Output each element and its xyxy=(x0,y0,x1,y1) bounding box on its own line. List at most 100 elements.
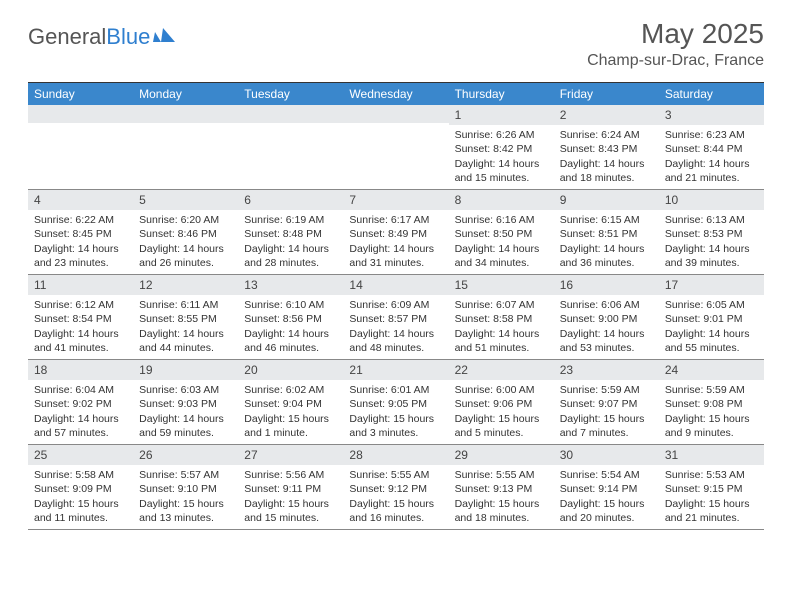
sunrise-line: Sunrise: 6:03 AM xyxy=(139,383,232,397)
sunset-line: Sunset: 9:02 PM xyxy=(34,397,127,411)
day-cell: 14Sunrise: 6:09 AMSunset: 8:57 PMDayligh… xyxy=(343,275,448,359)
daylight-line: Daylight: 14 hours and 18 minutes. xyxy=(560,157,653,185)
sunrise-line: Sunrise: 5:54 AM xyxy=(560,468,653,482)
sunrise-line: Sunrise: 6:23 AM xyxy=(665,128,758,142)
day-cell: 18Sunrise: 6:04 AMSunset: 9:02 PMDayligh… xyxy=(28,360,133,444)
day-cell: 13Sunrise: 6:10 AMSunset: 8:56 PMDayligh… xyxy=(238,275,343,359)
sunrise-line: Sunrise: 5:59 AM xyxy=(665,383,758,397)
day-body: Sunrise: 6:13 AMSunset: 8:53 PMDaylight:… xyxy=(659,210,764,274)
sunset-line: Sunset: 8:56 PM xyxy=(244,312,337,326)
weeks-container: 1 Sunrise: 6:26 AMSunset: 8:42 PM Daylight… xyxy=(28,105,764,530)
sunset-line: Sunset: 8:42 PM xyxy=(455,142,548,156)
sunset-line: Sunset: 8:58 PM xyxy=(455,312,548,326)
day-number xyxy=(238,105,343,123)
day-body: Sunrise: 6:02 AMSunset: 9:04 PMDaylight:… xyxy=(238,380,343,444)
day-cell xyxy=(238,105,343,189)
sunset-line: Sunset: 9:13 PM xyxy=(455,482,548,496)
daylight-line: Daylight: 15 hours and 5 minutes. xyxy=(455,412,548,440)
day-cell: 9Sunrise: 6:15 AMSunset: 8:51 PMDaylight… xyxy=(554,190,659,274)
day-body: Sunrise: 6:22 AMSunset: 8:45 PMDaylight:… xyxy=(28,210,133,274)
sunrise-line: Sunrise: 5:56 AM xyxy=(244,468,337,482)
location: Champ-sur-Drac, France xyxy=(587,52,764,70)
daylight-line: Daylight: 14 hours and 53 minutes. xyxy=(560,327,653,355)
sunset-line: Sunset: 8:54 PM xyxy=(34,312,127,326)
day-number: 5 xyxy=(133,190,238,210)
sunset-line: Sunset: 9:06 PM xyxy=(455,397,548,411)
day-number: 16 xyxy=(554,275,659,295)
day-cell: 16Sunrise: 6:06 AMSunset: 9:00 PMDayligh… xyxy=(554,275,659,359)
day-number: 19 xyxy=(133,360,238,380)
sunrise-line: Sunrise: 6:16 AM xyxy=(455,213,548,227)
day-number xyxy=(133,105,238,123)
daylight-line: Daylight: 14 hours and 55 minutes. xyxy=(665,327,758,355)
daylight-line: Daylight: 14 hours and 26 minutes. xyxy=(139,242,232,270)
day-number: 1 xyxy=(449,105,554,125)
day-cell: 17 Sunrise: 6:05 AMSunset: 9:01 PMDayligh… xyxy=(659,275,764,359)
day-cell xyxy=(343,105,448,189)
sunset-line: Sunset: 8:50 PM xyxy=(455,227,548,241)
sunset-line: Sunset: 9:07 PM xyxy=(560,397,653,411)
daylight-line: Daylight: 15 hours and 16 minutes. xyxy=(349,497,442,525)
day-number: 17 xyxy=(659,275,764,295)
sunset-line: Sunset: 8:43 PM xyxy=(560,142,653,156)
sunset-line: Sunset: 8:55 PM xyxy=(139,312,232,326)
calendar-grid: SundayMondayTuesdayWednesdayThursdayFrid… xyxy=(28,82,764,530)
title-block: May 2025 Champ-sur-Drac, France xyxy=(587,18,764,70)
day-cell: 10Sunrise: 6:13 AMSunset: 8:53 PMDayligh… xyxy=(659,190,764,274)
brand-part1: General xyxy=(28,24,106,50)
day-body: Sunrise: 6:11 AMSunset: 8:55 PMDaylight:… xyxy=(133,295,238,359)
day-body: Sunrise: 5:55 AMSunset: 9:12 PMDaylight:… xyxy=(343,465,448,529)
day-number: 2 xyxy=(554,105,659,125)
sunrise-line: Sunrise: 6:22 AM xyxy=(34,213,127,227)
sunrise-line: Sunrise: 6:00 AM xyxy=(455,383,548,397)
daylight-line: Daylight: 15 hours and 15 minutes. xyxy=(244,497,337,525)
day-body: Sunrise: 6:09 AMSunset: 8:57 PMDaylight:… xyxy=(343,295,448,359)
sunset-line: Sunset: 9:08 PM xyxy=(665,397,758,411)
day-number: 12 xyxy=(133,275,238,295)
week-row: 25Sunrise: 5:58 AMSunset: 9:09 PMDayligh… xyxy=(28,445,764,530)
sunrise-line: Sunrise: 6:17 AM xyxy=(349,213,442,227)
day-number: 3 xyxy=(659,105,764,125)
sunset-line: Sunset: 9:03 PM xyxy=(139,397,232,411)
sunrise-line: Sunrise: 6:11 AM xyxy=(139,298,232,312)
sunrise-line: Sunrise: 5:57 AM xyxy=(139,468,232,482)
day-cell: 20Sunrise: 6:02 AMSunset: 9:04 PMDayligh… xyxy=(238,360,343,444)
sunrise-line: Sunrise: 5:55 AM xyxy=(349,468,442,482)
daylight-line: Daylight: 14 hours and 57 minutes. xyxy=(34,412,127,440)
sunset-line: Sunset: 8:45 PM xyxy=(34,227,127,241)
day-body: Sunrise: 5:53 AMSunset: 9:15 PMDaylight:… xyxy=(659,465,764,529)
dow-monday: Monday xyxy=(133,83,238,105)
day-cell: 1Sunrise: 6:26 AMSunset: 8:42 PMDaylight… xyxy=(449,105,554,189)
sunrise-line: Sunrise: 6:05 AM xyxy=(665,298,758,312)
day-body: Sunrise: 6:04 AMSunset: 9:02 PMDaylight:… xyxy=(28,380,133,444)
day-body: Sunrise: 6:06 AMSunset: 9:00 PMDaylight:… xyxy=(554,295,659,359)
daylight-line: Daylight: 15 hours and 20 minutes. xyxy=(560,497,653,525)
day-body: Sunrise: 6:07 AMSunset: 8:58 PMDaylight:… xyxy=(449,295,554,359)
daylight-line: Daylight: 14 hours and 44 minutes. xyxy=(139,327,232,355)
sunset-line: Sunset: 9:05 PM xyxy=(349,397,442,411)
sunrise-line: Sunrise: 6:10 AM xyxy=(244,298,337,312)
day-number: 8 xyxy=(449,190,554,210)
sunrise-line: Sunrise: 6:07 AM xyxy=(455,298,548,312)
sunset-line: Sunset: 9:01 PM xyxy=(665,312,758,326)
day-number: 22 xyxy=(449,360,554,380)
brand-logo: GeneralBlue xyxy=(28,18,175,50)
day-body: Sunrise: 5:54 AMSunset: 9:14 PMDaylight:… xyxy=(554,465,659,529)
day-number xyxy=(28,105,133,123)
dow-saturday: Saturday xyxy=(659,83,764,105)
sunrise-line: Sunrise: 6:24 AM xyxy=(560,128,653,142)
day-body: Sunrise: 5:59 AMSunset: 9:07 PMDaylight:… xyxy=(554,380,659,444)
day-cell: 19Sunrise: 6:03 AMSunset: 9:03 PMDayligh… xyxy=(133,360,238,444)
sunset-line: Sunset: 9:11 PM xyxy=(244,482,337,496)
dow-wednesday: Wednesday xyxy=(343,83,448,105)
day-body: Sunrise: 6:01 AMSunset: 9:05 PMDaylight:… xyxy=(343,380,448,444)
day-number: 24 xyxy=(659,360,764,380)
dow-tuesday: Tuesday xyxy=(238,83,343,105)
daylight-line: Daylight: 14 hours and 34 minutes. xyxy=(455,242,548,270)
day-number: 26 xyxy=(133,445,238,465)
day-body: Sunrise: 6:20 AMSunset: 8:46 PMDaylight:… xyxy=(133,210,238,274)
sunrise-line: Sunrise: 6:26 AM xyxy=(455,128,548,142)
day-number xyxy=(343,105,448,123)
month-title: May 2025 xyxy=(587,18,764,50)
daylight-line: Daylight: 14 hours and 41 minutes. xyxy=(34,327,127,355)
